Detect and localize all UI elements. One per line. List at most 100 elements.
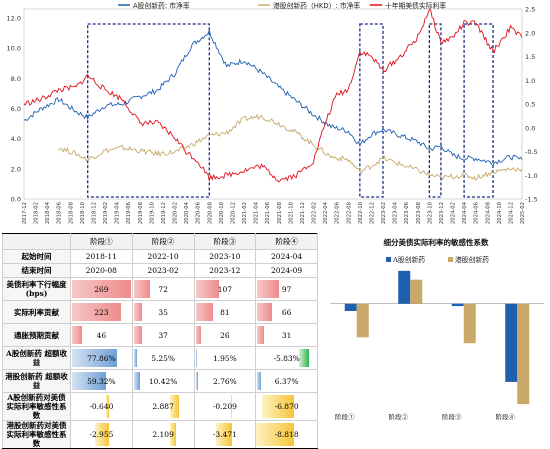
- table-header-cell: [2, 233, 71, 250]
- x-axis-tick-label: 2021-08: [277, 201, 283, 224]
- legend-label: 港股创新药（HKD）: 市净率: [273, 1, 360, 10]
- cell-value: 97: [281, 284, 292, 294]
- table-cell: 72: [131, 277, 195, 301]
- bar-a-share: [344, 303, 357, 311]
- right-axis-tick-label: 0.0: [525, 124, 535, 132]
- table-cell: 66: [255, 300, 318, 324]
- table-row: 港股创新药对美债 实际利率敏感性系数 -2.955 2.109 -3.471 -8.81…: [2, 420, 318, 449]
- bar-a-share: [505, 303, 518, 382]
- table-row: 起始时间 2018-11 2022-10 2023-10 2024-04: [2, 249, 318, 264]
- cell-value: 2.76%: [212, 376, 237, 386]
- left-axis-tick-label: 12.0: [7, 15, 21, 23]
- x-axis-tick-label: 2024-02: [451, 202, 457, 224]
- x-axis-tick-label: 2020-08: [207, 201, 213, 224]
- right-axis-tick-label: 2.5: [525, 6, 535, 14]
- category-label: 阶段③: [442, 412, 462, 421]
- legend-label: A股创新药: 市净率: [133, 1, 190, 10]
- bar-a-share: [398, 270, 411, 304]
- cell-value: 10.42%: [148, 376, 178, 386]
- row-label: 结束时间: [2, 263, 71, 278]
- category-label: 阶段④: [496, 412, 516, 421]
- data-bar: [133, 372, 141, 390]
- table-cell: 59.32%: [70, 369, 133, 393]
- table-row: 美债利率下行幅度 (bps) 269 72 107 97: [2, 277, 318, 301]
- table-cell: -0.209: [193, 392, 257, 421]
- x-axis-tick-label: 2022-02: [312, 202, 318, 224]
- table-cell: 223: [70, 300, 133, 324]
- row-label: 起始时间: [2, 249, 71, 264]
- data-bar: [133, 303, 142, 321]
- series-line-2: [58, 113, 523, 182]
- cell-value: 46: [96, 330, 107, 340]
- shaded-period-box: [87, 23, 210, 198]
- x-axis-tick-label: 2021-04: [254, 201, 260, 224]
- x-axis-tick-label: 2020-12: [230, 202, 236, 224]
- right-axis-tick-label: 1.5: [525, 53, 535, 61]
- cell-value: 37: [158, 330, 168, 340]
- cell-value: 223: [94, 307, 109, 317]
- table-cell: 81: [193, 300, 257, 324]
- table-cell: -3.471: [193, 420, 257, 449]
- cell-value: -2.955: [89, 430, 114, 439]
- cell-value: -0.640: [89, 402, 114, 411]
- x-axis-tick-label: 2022-06: [335, 201, 341, 224]
- right-axis-tick-label: 0.5: [525, 101, 535, 109]
- row-label: 港股创新药 超额收益: [2, 369, 71, 393]
- right-axis-tick-label: 1.0: [525, 77, 535, 85]
- left-axis-tick-label: 2.0: [11, 165, 21, 173]
- cell-value: 2024-04: [271, 252, 303, 261]
- right-axis-tick-label: -1.5: [525, 196, 538, 204]
- table-cell: 46: [70, 323, 133, 347]
- data-bar: [133, 349, 137, 367]
- table-cell: 5.25%: [131, 346, 195, 370]
- x-axis-tick-label: 2023-10: [427, 201, 433, 224]
- x-axis-tick-label: 2023-02: [381, 202, 387, 224]
- cell-value: 2.887: [152, 402, 174, 411]
- table-cell: 2.887: [131, 392, 195, 421]
- left-axis-tick-label: 6.0: [11, 105, 21, 113]
- data-bar: [195, 326, 202, 344]
- table-cell: 269: [70, 277, 133, 301]
- x-axis-tick-label: 2019-06: [126, 201, 132, 224]
- legend-swatch: [448, 257, 453, 262]
- table-cell: 77.86%: [70, 346, 133, 370]
- cell-value: 2024-09: [271, 266, 303, 275]
- x-axis-tick-label: 2019-12: [161, 202, 167, 224]
- x-axis-tick-label: 2024-12: [508, 202, 514, 224]
- row-label: A股创新药对美债 实际利率敏感性系数: [2, 392, 71, 421]
- x-axis-tick-label: 2018-04: [45, 201, 51, 224]
- cell-value: -3.471: [212, 430, 237, 439]
- bar-a-share: [451, 303, 464, 307]
- left-axis-tick-label: 8.0: [11, 75, 21, 83]
- table-cell: -8.818: [255, 420, 318, 449]
- table-cell: 2024-04: [255, 249, 318, 264]
- table-cell: 2023-10: [193, 249, 257, 264]
- shaded-period-box: [428, 23, 442, 198]
- x-axis-tick-label: 2020-04: [184, 201, 190, 224]
- row-label: 通胀预期贡献: [2, 323, 71, 347]
- series-line-1: [23, 28, 523, 167]
- table-cell: 2023-02: [131, 263, 195, 278]
- plot-frame: [23, 8, 523, 200]
- table-cell: 37: [131, 323, 195, 347]
- right-axis-tick-label: -1.0: [525, 172, 538, 180]
- shaded-period-box: [463, 23, 494, 198]
- x-axis-tick-label: 2018-10: [80, 201, 86, 224]
- x-axis-tick-label: 2020-10: [219, 201, 225, 224]
- cell-value: 77.86%: [87, 353, 116, 363]
- x-axis-tick-label: 2021-02: [242, 202, 248, 224]
- category-label: 阶段②: [389, 412, 409, 421]
- cell-value: -0.209: [212, 402, 237, 411]
- x-axis-tick-label: 2024-10: [497, 201, 503, 224]
- table-cell: 2018-11: [70, 249, 133, 264]
- table-cell: 107: [193, 277, 257, 301]
- x-axis-tick-label: 2023-12: [439, 202, 445, 224]
- cell-value: 2020-08: [85, 266, 117, 275]
- x-axis-tick-label: 2019-04: [115, 201, 121, 224]
- table-row: 通胀预期贡献 46 37 26 31: [2, 323, 318, 347]
- table-row: 实际利率贡献 223 35 81 66: [2, 300, 318, 324]
- cell-value: 5.25%: [151, 353, 176, 363]
- x-axis-tick-label: 2021-10: [288, 201, 294, 224]
- x-axis-tick-label: 2017-12: [22, 202, 28, 224]
- x-axis-tick-label: 2022-12: [369, 202, 375, 224]
